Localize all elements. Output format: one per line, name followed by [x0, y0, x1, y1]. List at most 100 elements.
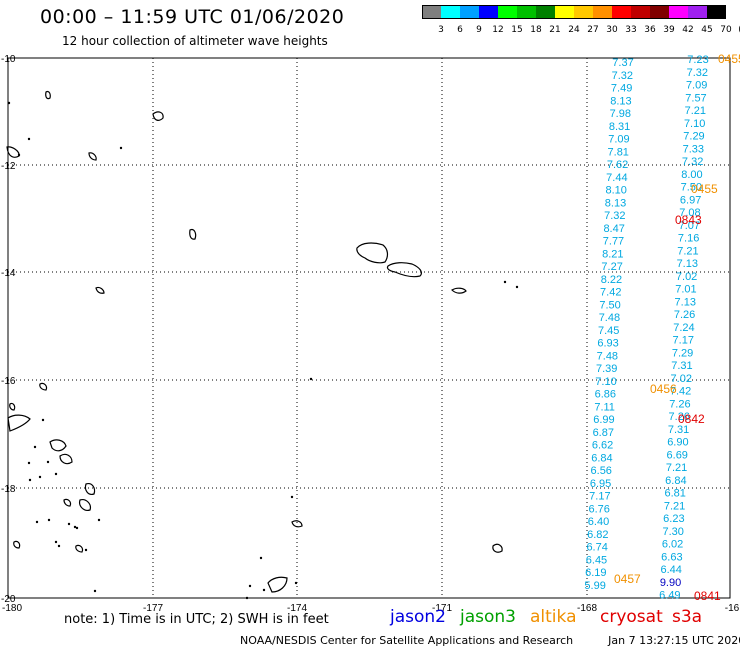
- wave-height-value: 7.02: [676, 271, 697, 283]
- wave-height-value: 7.62: [607, 159, 628, 171]
- wave-height-value: 6.49: [659, 590, 680, 602]
- scale-swatch: [593, 5, 612, 19]
- scale-swatch: [536, 5, 555, 19]
- wave-height-value: 7.21: [677, 245, 698, 257]
- lon-tick-label: -180: [2, 603, 22, 614]
- wave-height-value: 7.31: [668, 424, 689, 436]
- wave-height-value: 6.02: [662, 539, 683, 551]
- wave-height-value: 7.48: [599, 312, 620, 324]
- wave-height-value: 6.76: [588, 503, 609, 515]
- wave-height-value: 7.30: [662, 526, 683, 538]
- wave-height-value: 7.98: [610, 108, 631, 120]
- island-dot: [93, 589, 97, 593]
- pass-time-label: 0843: [675, 213, 702, 227]
- scale-tick-label: 70: [720, 25, 732, 35]
- island-samoa-upolu: [356, 242, 389, 264]
- island-e: [45, 90, 51, 100]
- lon-tick-label: -168: [577, 603, 597, 614]
- island-dot: [27, 137, 31, 141]
- island-j: [9, 402, 16, 411]
- generated-timestamp: Jan 7 13:27:15 UTC 2020: [608, 634, 740, 647]
- scale-tick-label: 33: [625, 25, 637, 35]
- lat-tick-label: -18: [1, 484, 16, 495]
- island-g: [13, 540, 21, 549]
- altimeter-tracks: 7.377.327.498.137.988.317.097.817.627.44…: [584, 52, 740, 603]
- wave-height-value: 7.32: [612, 70, 633, 82]
- pass-time-label: 0457: [614, 572, 641, 586]
- wave-height-value: 7.13: [677, 258, 698, 270]
- wave-height-value: 6.99: [593, 414, 614, 426]
- page-subtitle: 12 hour collection of altimeter wave hei…: [62, 34, 328, 48]
- scale-tick-label: 24: [568, 25, 580, 35]
- scale-tick-label: 18: [530, 25, 542, 35]
- island-dot: [27, 461, 31, 465]
- island-dot: [46, 460, 50, 464]
- lon-tick-label: -16: [725, 603, 740, 614]
- wave-height-value: 6.40: [588, 516, 609, 528]
- scale-tick-label: 12: [492, 25, 504, 35]
- island-dot: [262, 588, 266, 592]
- wave-height-value: 7.33: [683, 143, 704, 155]
- scale-swatch: [688, 5, 707, 19]
- island-samoa-savaii: [386, 262, 423, 278]
- page-title: 00:00 – 11:59 UTC 01/06/2020: [40, 6, 345, 28]
- footer-note: note: 1) Time is in UTC; 2) SWH is in fe…: [64, 612, 329, 627]
- wave-height-value: 6.19: [585, 567, 606, 579]
- island-h: [75, 544, 84, 553]
- island-dot: [57, 544, 61, 548]
- island-dot: [503, 280, 507, 284]
- island-dot: [54, 472, 58, 476]
- wave-height-value: 6.62: [592, 440, 613, 452]
- wave-height-value: 7.49: [611, 83, 632, 95]
- island-dots: [7, 101, 519, 600]
- wave-height-value: 7.17: [589, 491, 610, 503]
- island-lau-1: [49, 439, 67, 452]
- island-haapai: [79, 499, 91, 511]
- island-dot: [33, 445, 37, 449]
- wave-height-value: 8.13: [605, 197, 626, 209]
- island-a: [95, 286, 105, 294]
- wave-height-value: 7.29: [672, 347, 693, 359]
- wave-height-value: 7.29: [683, 131, 704, 143]
- wave-height-value: 7.81: [608, 146, 629, 158]
- wave-height-value: 7.13: [675, 296, 696, 308]
- scale-swatch: [441, 5, 460, 19]
- wave-height-value: 8.22: [601, 274, 622, 286]
- island-dot: [54, 540, 58, 544]
- island-dot: [35, 520, 39, 524]
- wave-height-value: 8.47: [603, 223, 624, 235]
- wave-height-value: 7.57: [685, 92, 706, 104]
- pass-time-label: 0842: [678, 412, 705, 426]
- island-dot: [67, 522, 71, 526]
- scale-tick-label: 21: [549, 25, 561, 35]
- wave-height-value: 7.17: [673, 335, 694, 347]
- scale-tick-label: 9: [476, 25, 482, 35]
- island-dot: [97, 518, 101, 522]
- pass-time-label: 0456: [650, 382, 677, 396]
- scale-tick-label: 30: [606, 25, 618, 35]
- wave-height-value: 7.32: [682, 156, 703, 168]
- scale-swatch: [479, 5, 498, 19]
- wave-height-value: 7.10: [595, 376, 616, 388]
- island-dot: [41, 418, 45, 422]
- scale-tick-label: 6: [457, 25, 463, 35]
- wave-height-value: 7.16: [678, 233, 699, 245]
- island-dot: [309, 377, 313, 381]
- lat-tick-label: -16: [1, 376, 16, 387]
- wave-height-value: 7.45: [598, 325, 619, 337]
- island-niuafoou: [492, 543, 503, 553]
- map-grid: [8, 58, 730, 598]
- scale-swatch: [555, 5, 574, 19]
- wave-height-value: 7.37: [612, 57, 633, 69]
- island-c: [88, 152, 97, 161]
- island-i: [39, 382, 48, 391]
- wave-height-value: 7.42: [600, 287, 621, 299]
- island-vava-u: [84, 483, 96, 495]
- island-dot: [73, 525, 77, 529]
- lat-tick-label: -14: [1, 268, 16, 279]
- pass-time-label: 0455: [691, 182, 718, 196]
- wave-height-value: 7.09: [686, 80, 707, 92]
- wave-height-value: 7.27: [601, 261, 622, 273]
- satellite-name: jason2: [390, 607, 446, 627]
- lon-tick-label: -171: [432, 603, 452, 614]
